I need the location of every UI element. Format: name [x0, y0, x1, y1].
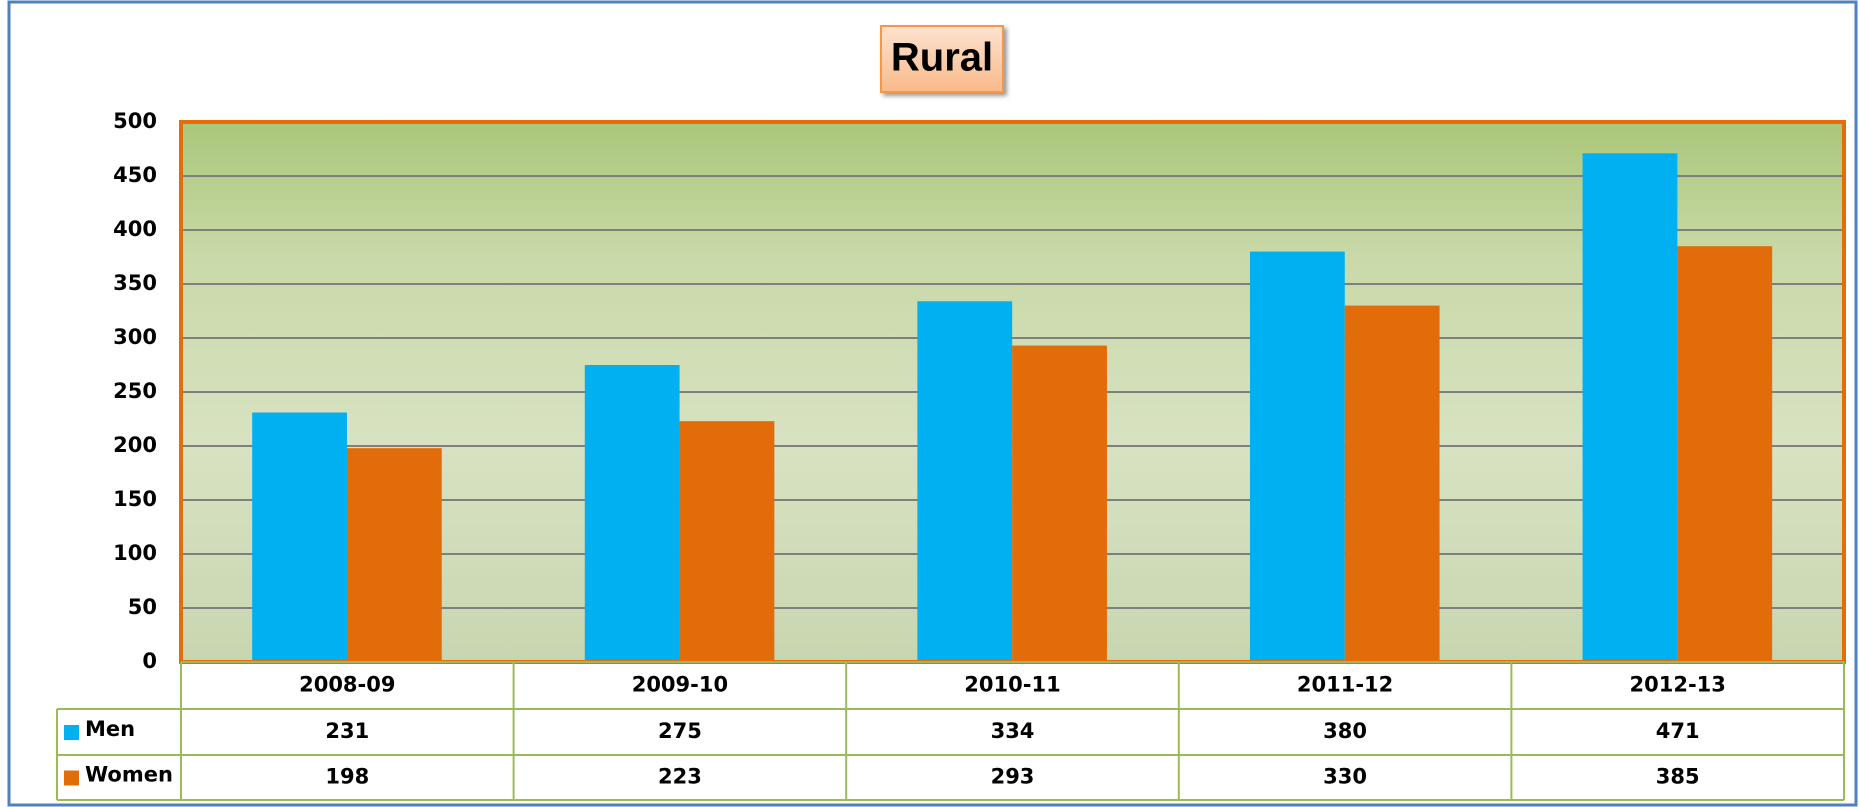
bar [1345, 306, 1440, 662]
y-tick-label: 400 [113, 217, 157, 241]
legend-swatch [64, 771, 79, 786]
bar [680, 421, 775, 662]
legend-label: Men [85, 717, 135, 741]
table-value: 330 [1323, 765, 1367, 789]
legend-label: Women [85, 763, 173, 787]
y-tick-label: 150 [113, 487, 157, 511]
bar [252, 413, 347, 662]
table-value: 334 [991, 719, 1035, 743]
table-value: 275 [658, 719, 702, 743]
y-tick-label: 300 [113, 325, 157, 349]
table-value: 231 [325, 719, 369, 743]
x-tick-label: 2008-09 [299, 673, 395, 697]
y-tick-label: 350 [113, 271, 157, 295]
bar [917, 301, 1012, 662]
x-tick-label: 2011-12 [1297, 673, 1393, 697]
table-value: 198 [325, 765, 369, 789]
table-value: 380 [1323, 719, 1367, 743]
table-value: 471 [1656, 719, 1700, 743]
y-tick-label: 0 [142, 649, 157, 673]
chart: Rural 2008-09 2009-10 2010-11 2011-12 2012-1… [0, 0, 1859, 807]
bar [585, 365, 680, 662]
table-value: 385 [1656, 765, 1700, 789]
bar [1583, 153, 1678, 662]
y-tick-label: 250 [113, 379, 157, 403]
y-tick-label: 450 [113, 163, 157, 187]
bar [1012, 346, 1107, 662]
x-tick-label: 2010-11 [964, 673, 1060, 697]
bar [347, 448, 442, 662]
y-tick-label: 200 [113, 433, 157, 457]
y-tick-label: 100 [113, 541, 157, 565]
y-tick-label: 50 [128, 595, 157, 619]
x-tick-label: 2009-10 [632, 673, 728, 697]
table-value: 223 [658, 765, 702, 789]
bar [1677, 246, 1772, 662]
bar [1250, 252, 1345, 662]
table-value: 293 [991, 765, 1035, 789]
x-tick-label: 2012-13 [1630, 673, 1726, 697]
y-tick-label: 500 [113, 109, 157, 133]
chart-title: Rural [891, 36, 993, 80]
legend-swatch [64, 725, 79, 740]
